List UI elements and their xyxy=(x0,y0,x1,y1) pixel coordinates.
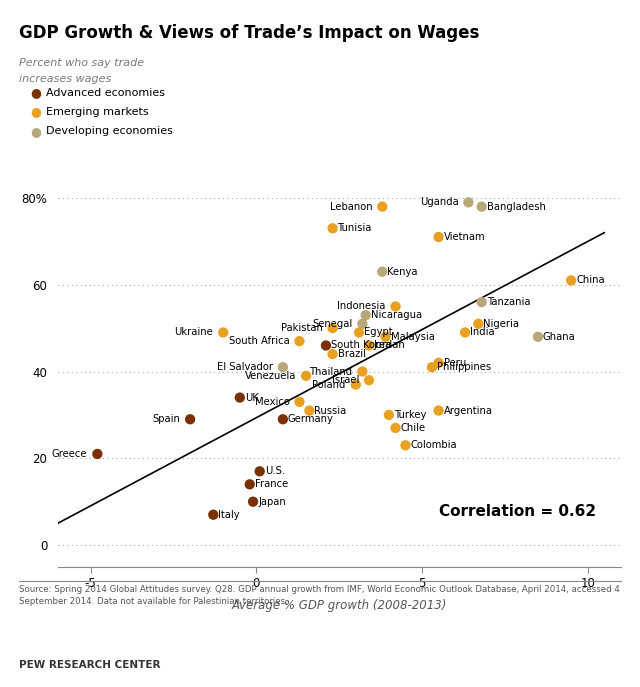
Point xyxy=(351,379,361,390)
Text: France: France xyxy=(255,480,288,489)
Point xyxy=(304,405,314,416)
Point xyxy=(380,331,390,342)
Text: ●: ● xyxy=(31,125,42,137)
Text: Colombia: Colombia xyxy=(410,440,457,450)
Text: Japan: Japan xyxy=(258,497,286,507)
Text: Bangladesh: Bangladesh xyxy=(486,202,545,212)
Point xyxy=(244,479,255,490)
Text: Israel: Israel xyxy=(332,375,359,385)
Text: Venezuela: Venezuela xyxy=(244,371,296,381)
Text: increases wages: increases wages xyxy=(19,74,111,84)
Point xyxy=(433,232,444,243)
Point xyxy=(390,301,401,312)
Text: Kenya: Kenya xyxy=(387,267,418,277)
Point xyxy=(92,449,102,460)
Point xyxy=(364,340,374,351)
Point xyxy=(328,323,338,334)
Text: Russia: Russia xyxy=(314,405,347,416)
Text: Percent who say trade: Percent who say trade xyxy=(19,58,145,69)
Point xyxy=(248,496,258,507)
Text: ●: ● xyxy=(31,87,42,99)
Point xyxy=(360,310,371,321)
Text: Pakistan: Pakistan xyxy=(281,323,323,333)
Point xyxy=(364,374,374,385)
Point xyxy=(294,396,305,407)
Text: Nicaragua: Nicaragua xyxy=(371,310,422,320)
Point xyxy=(460,327,470,338)
Text: South Africa: South Africa xyxy=(228,336,289,346)
Text: Thailand: Thailand xyxy=(309,367,353,376)
Text: Emerging markets: Emerging markets xyxy=(46,107,148,117)
Point xyxy=(473,318,483,329)
Point xyxy=(401,440,411,451)
Text: Tanzania: Tanzania xyxy=(486,297,530,307)
Point xyxy=(278,361,288,372)
Text: Indonesia: Indonesia xyxy=(337,302,385,311)
Point xyxy=(328,223,338,234)
Text: Uganda: Uganda xyxy=(420,197,458,207)
Point xyxy=(427,361,437,372)
Text: Ukraine: Ukraine xyxy=(175,328,213,337)
Text: Vietnam: Vietnam xyxy=(444,232,485,242)
Point xyxy=(533,331,543,342)
Text: Ghana: Ghana xyxy=(543,332,576,342)
X-axis label: Average % GDP growth (2008-2013): Average % GDP growth (2008-2013) xyxy=(232,598,447,611)
Text: Malaysia: Malaysia xyxy=(390,332,435,342)
Text: Nigeria: Nigeria xyxy=(483,319,519,329)
Point xyxy=(477,297,487,308)
Text: Tunisia: Tunisia xyxy=(337,223,372,234)
Point xyxy=(294,336,305,347)
Text: Italy: Italy xyxy=(218,510,240,519)
Text: South Korea: South Korea xyxy=(331,341,391,350)
Text: PEW RESEARCH CENTER: PEW RESEARCH CENTER xyxy=(19,660,161,670)
Text: Spain: Spain xyxy=(152,414,180,425)
Point xyxy=(328,349,338,360)
Point xyxy=(477,201,487,212)
Point xyxy=(463,196,474,207)
Text: El Salvador: El Salvador xyxy=(217,362,273,372)
Point xyxy=(218,327,228,338)
Point xyxy=(208,509,218,520)
Text: Advanced economies: Advanced economies xyxy=(46,88,165,98)
Point xyxy=(321,340,331,351)
Text: Egypt: Egypt xyxy=(364,328,393,337)
Point xyxy=(235,392,245,403)
Text: Germany: Germany xyxy=(288,414,333,425)
Text: India: India xyxy=(470,328,495,337)
Text: Developing economies: Developing economies xyxy=(46,126,173,136)
Point xyxy=(357,366,367,377)
Point xyxy=(390,423,401,433)
Point xyxy=(566,275,576,286)
Point xyxy=(354,327,364,338)
Point xyxy=(185,414,195,425)
Point xyxy=(384,409,394,420)
Text: ●: ● xyxy=(31,106,42,118)
Text: Turkey: Turkey xyxy=(394,410,426,420)
Point xyxy=(301,370,311,381)
Text: Poland: Poland xyxy=(312,379,346,390)
Text: China: China xyxy=(576,275,605,285)
Text: Greece: Greece xyxy=(52,449,88,459)
Text: Brazil: Brazil xyxy=(337,349,365,359)
Point xyxy=(377,201,387,212)
Point xyxy=(377,267,387,278)
Text: Source: Spring 2014 Global Attitudes survey. Q28. GDP annual growth from IMF, Wo: Source: Spring 2014 Global Attitudes sur… xyxy=(19,585,620,606)
Text: U.S.: U.S. xyxy=(265,466,285,476)
Text: GDP Growth & Views of Trade’s Impact on Wages: GDP Growth & Views of Trade’s Impact on … xyxy=(19,24,479,42)
Point xyxy=(278,414,288,425)
Text: Philippines: Philippines xyxy=(437,362,491,372)
Text: Senegal: Senegal xyxy=(312,319,353,329)
Text: Argentina: Argentina xyxy=(444,405,493,416)
Text: Lebanon: Lebanon xyxy=(330,202,372,212)
Text: Correlation = 0.62: Correlation = 0.62 xyxy=(438,504,596,519)
Point xyxy=(433,357,444,368)
Text: Mexico: Mexico xyxy=(255,397,289,407)
Text: Jordan: Jordan xyxy=(374,341,406,350)
Point xyxy=(433,405,444,416)
Point xyxy=(357,318,367,329)
Point xyxy=(255,466,265,477)
Text: Peru: Peru xyxy=(444,358,466,368)
Text: UK: UK xyxy=(244,392,259,403)
Text: Chile: Chile xyxy=(401,423,426,433)
